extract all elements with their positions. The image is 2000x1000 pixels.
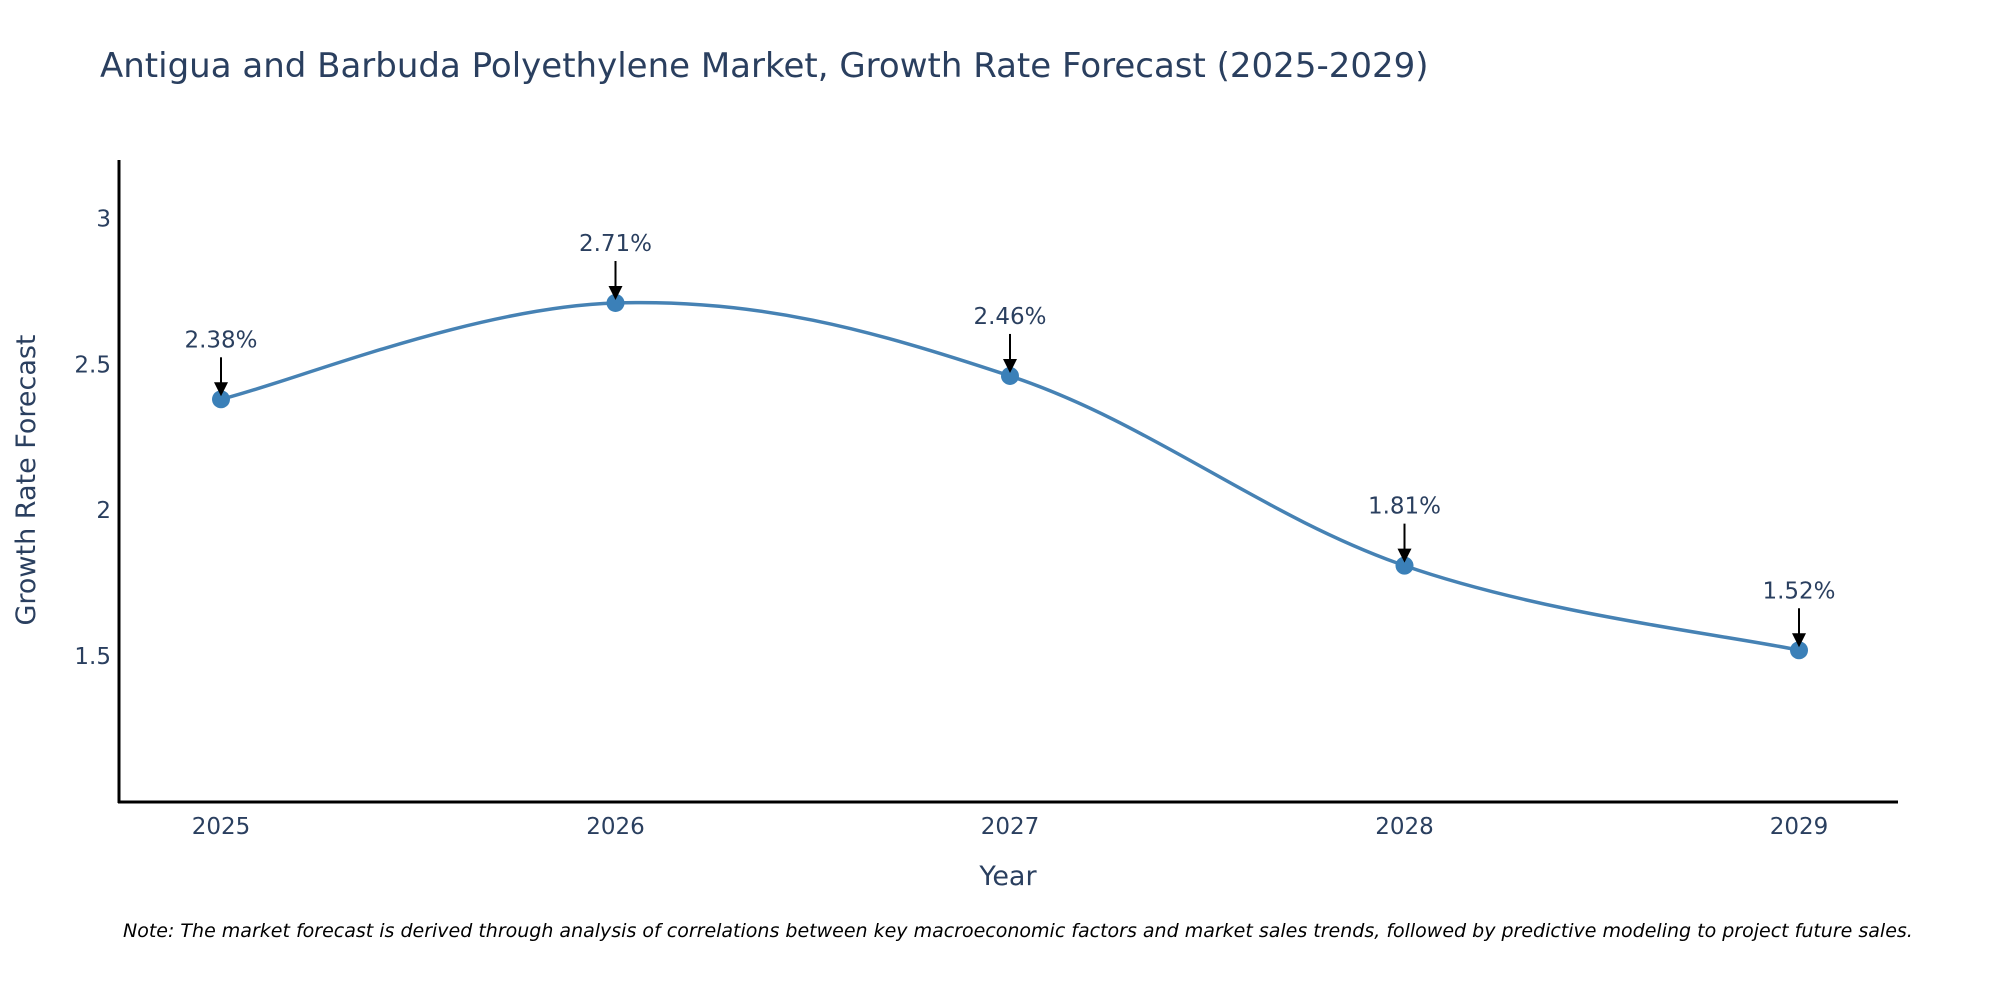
y-tick-label: 2 xyxy=(96,498,111,524)
data-point xyxy=(212,390,230,409)
annotation-arrowhead xyxy=(1397,548,1412,563)
data-point xyxy=(1790,641,1808,660)
data-point xyxy=(1395,556,1414,575)
chart-note: Note: The market forecast is derived thr… xyxy=(123,920,1913,942)
y-tick-label: 1.5 xyxy=(74,644,111,670)
x-axis-title: Year xyxy=(978,861,1037,892)
data-label: 1.52% xyxy=(1762,578,1835,604)
data-label: 2.71% xyxy=(579,231,652,257)
annotation-arrowhead xyxy=(214,382,228,397)
x-tick-label: 2028 xyxy=(1375,814,1434,840)
x-tick-label: 2027 xyxy=(981,814,1040,840)
y-tick-label: 3 xyxy=(96,206,111,232)
x-tick-label: 2026 xyxy=(586,814,645,840)
x-tick-label: 2029 xyxy=(1770,814,1829,840)
data-label: 2.46% xyxy=(973,304,1046,330)
y-tick-label: 2.5 xyxy=(74,352,111,378)
data-point xyxy=(1001,366,1019,385)
annotation-arrowhead xyxy=(1003,358,1017,373)
annotation-arrowhead xyxy=(1792,633,1806,648)
data-label: 1.81% xyxy=(1368,494,1441,520)
data-label: 2.38% xyxy=(184,327,257,353)
x-tick-label: 2025 xyxy=(192,814,251,840)
data-point xyxy=(606,293,625,312)
annotation-arrowhead xyxy=(608,285,623,300)
y-axis-title: Growth Rate Forecast xyxy=(11,334,42,625)
chart-title: Antigua and Barbuda Polyethylene Market,… xyxy=(100,46,1429,86)
